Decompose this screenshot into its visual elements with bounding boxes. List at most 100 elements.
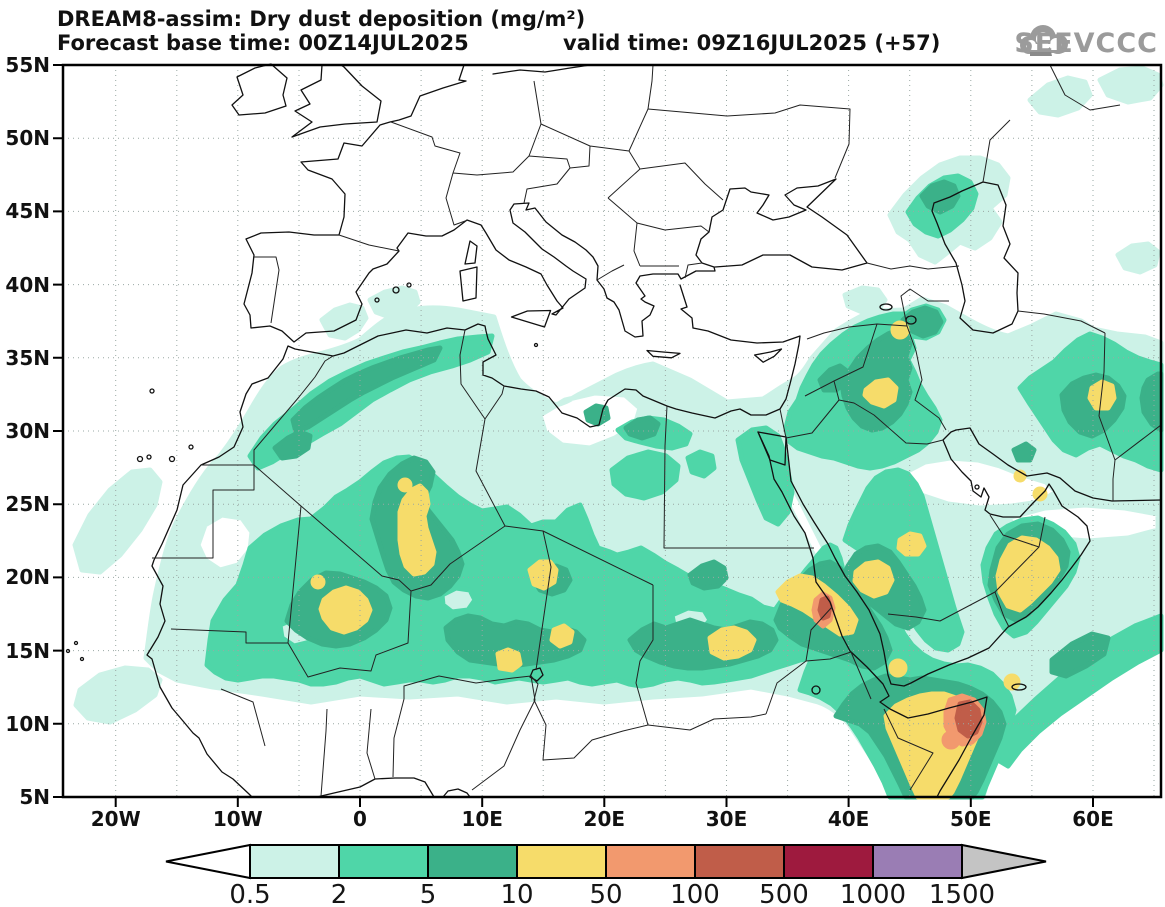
country-border [887, 514, 1046, 628]
dust-contour-region [310, 574, 326, 590]
dust-contour-region [1087, 379, 1117, 411]
coastlines [146, 63, 1162, 798]
dust-contour-region [1139, 371, 1164, 433]
forecast-base-time: Forecast base time: 00Z14JUL2025 [57, 31, 469, 55]
colorbar-tick-label: 0.5 [229, 880, 270, 907]
dust-contour-region [272, 429, 313, 461]
lat-label: 35N [5, 346, 50, 370]
island-icon [79, 656, 85, 662]
colorbar-tick-label: 100 [670, 880, 720, 907]
graticule-grid [63, 65, 1161, 797]
dust-contour-region [995, 535, 1061, 613]
seevccc-logo: SEEVCCC [1014, 25, 1158, 59]
dust-contour-region [842, 285, 888, 315]
country-border [765, 606, 934, 791]
island-icon [1011, 683, 1027, 691]
coastline-path [146, 284, 801, 798]
dust-contour-region [1049, 631, 1111, 679]
lat-label: 5N [19, 785, 50, 809]
coastline-path [753, 348, 783, 363]
country-border [390, 64, 654, 226]
country-border [866, 262, 960, 327]
logo-text: SEEVCCC [1014, 28, 1158, 59]
lat-label: 20N [5, 565, 50, 589]
cloud-icon [1020, 25, 1068, 56]
dust-layer-100 [817, 595, 983, 739]
lat-label: 40N [5, 273, 50, 297]
lon-label: 20E [584, 807, 626, 831]
island-icon [374, 297, 380, 303]
country-border [647, 104, 851, 179]
dust-contour-region [888, 658, 908, 678]
coastline-path [785, 429, 1091, 687]
lake-van [879, 303, 893, 311]
country-border [471, 675, 536, 791]
country-border [906, 325, 947, 431]
colorbar-segment [427, 844, 518, 879]
dust-contour-region [992, 613, 1164, 769]
lon-label: 10E [461, 807, 503, 831]
country-borders [152, 64, 1162, 797]
colorbar-segment [338, 844, 429, 879]
coastline-path [492, 64, 591, 75]
map-title: DREAM8-assim: Dry dust deposition (mg/m²… [57, 7, 585, 31]
colorbar-tick-label: 1500 [929, 880, 995, 907]
island-icon [974, 484, 980, 490]
dust-contour-region [73, 665, 163, 725]
island-icon [168, 455, 176, 463]
colorbar-segment [694, 844, 785, 879]
dust-contour-region [1115, 241, 1161, 275]
colorbar-labels: 0.5 2 5 10 50 100 500 1000 1500 [229, 880, 995, 907]
dust-contour-region [1027, 75, 1093, 118]
country-border [596, 264, 625, 281]
island-icon [73, 640, 79, 646]
lat-label: 25N [5, 492, 50, 516]
dust-contour-region [319, 302, 369, 341]
lon-label: 0 [353, 807, 367, 831]
country-border [459, 329, 506, 527]
country-border [982, 64, 1121, 183]
country-border [663, 405, 814, 549]
coastline-path [316, 777, 435, 798]
country-border [287, 590, 412, 678]
coastline-path [243, 64, 868, 343]
island-icon [65, 648, 71, 654]
dust-contour-region [1097, 65, 1164, 105]
coastline-path [955, 427, 1162, 502]
island-icon [392, 286, 400, 294]
dust-contour-region [397, 477, 413, 493]
coastline-path [646, 349, 681, 359]
dust-contour-region [687, 559, 729, 591]
colorbar-segment [605, 844, 696, 879]
lake-tana [811, 685, 821, 695]
colorbar-tick-label: 5 [420, 880, 437, 907]
colorbar: 0.5 2 5 10 50 100 500 1000 1500 [165, 843, 1047, 907]
dust-contour-region [318, 585, 373, 635]
dust-contour-region [852, 559, 895, 599]
lon-label: 40E [828, 807, 870, 831]
lon-label: 10W [213, 807, 263, 831]
dust-contour-region [900, 305, 944, 339]
island-icon [149, 388, 155, 394]
dust-contour-region [609, 449, 681, 501]
colorbar-overflow-arrow [961, 843, 1047, 880]
lat-label: 30N [5, 419, 50, 443]
lat-label: 45N [5, 199, 50, 223]
lat-label: 50N [5, 126, 50, 150]
island-icon [406, 282, 412, 288]
dust-contour-region [367, 285, 421, 321]
dust-contour-region [685, 449, 717, 479]
country-border [170, 505, 302, 644]
coastline-path [757, 431, 988, 798]
island-icon [188, 444, 194, 450]
dust-contour-region [623, 415, 661, 441]
lon-axis-labels: 20W 10W 0 10E 20E 30E 40E 50E 60E [91, 807, 1114, 831]
country-border [504, 525, 654, 671]
country-border [779, 399, 944, 445]
dust-contour-region [72, 467, 163, 575]
dust-contour-region [817, 363, 851, 393]
cloud-arrow-icon [1030, 47, 1052, 56]
country-border [392, 675, 649, 778]
